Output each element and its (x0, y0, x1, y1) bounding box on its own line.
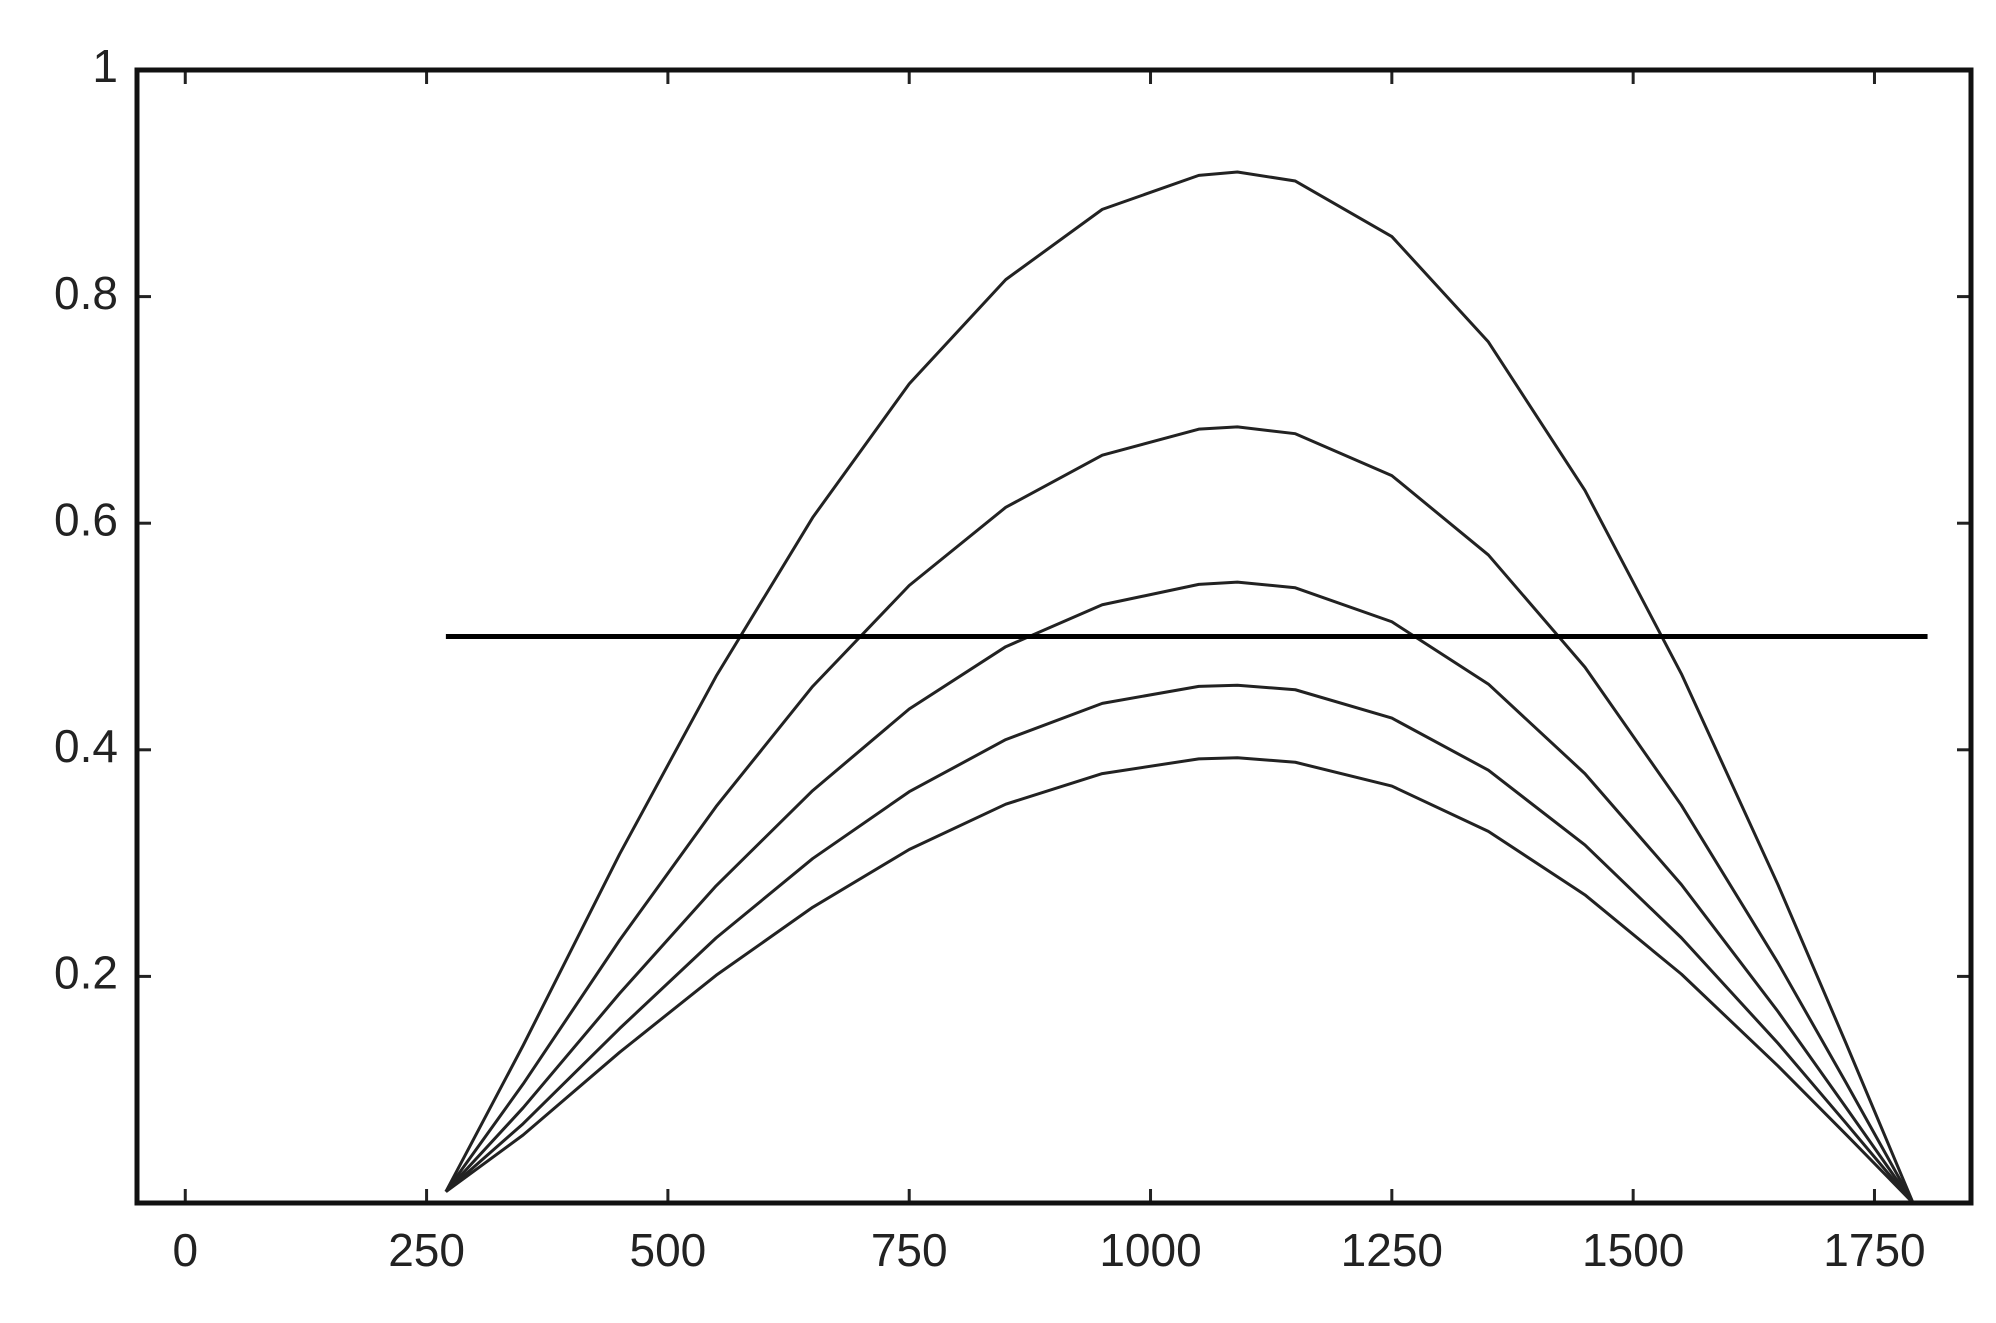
x-tick-label: 1500 (1582, 1224, 1684, 1276)
line-series (444, 170, 1915, 1204)
line-series (444, 756, 1915, 1205)
x-tick-label: 1250 (1341, 1224, 1443, 1276)
plot-frame (134, 67, 1974, 1206)
line-series (444, 425, 1915, 1204)
x-tick-label: 750 (871, 1224, 948, 1276)
y-tick-label: 1 (92, 40, 118, 92)
x-tick-label: 0 (172, 1224, 198, 1276)
x-tick-label: 250 (388, 1224, 465, 1276)
y-tick-label: 0.2 (54, 947, 118, 999)
x-tick-label: 500 (630, 1224, 707, 1276)
y-tick-label: 0.4 (54, 720, 118, 772)
line-series (444, 580, 1915, 1204)
x-tick-label: 1000 (1099, 1224, 1201, 1276)
line-series (444, 683, 1915, 1204)
y-tick-label: 0.6 (54, 493, 118, 545)
x-tick-label: 1750 (1823, 1224, 1925, 1276)
y-tick-label: 0.8 (54, 267, 118, 319)
